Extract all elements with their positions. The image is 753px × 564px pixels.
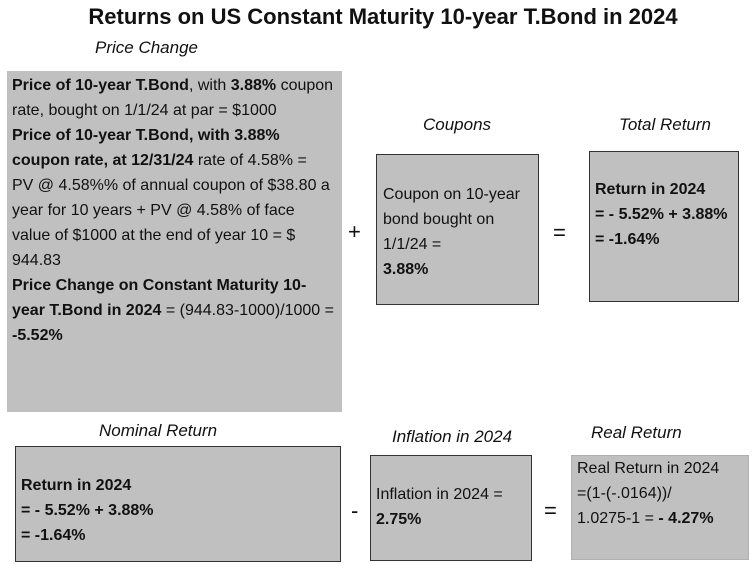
total-return-line2: = - 5.52% + 3.88% xyxy=(595,206,728,223)
coupon-rate: 3.88% xyxy=(230,77,277,94)
price-change-box: Price of 10-year T.Bond, with 3.88% coup… xyxy=(7,71,342,412)
price-change-label: Price Change xyxy=(95,38,199,57)
inflation-value: 2.75% xyxy=(376,511,422,528)
total-return-box: Return in 2024 = - 5.52% + 3.88% = -1.64… xyxy=(589,151,739,302)
inflation-text: Inflation in 2024 = xyxy=(376,486,503,503)
real-return-line3: 1.0275-1 = - 4.27% xyxy=(577,510,714,527)
real-return-box: Real Return in 2024 =(1-(-.0164))/ 1.027… xyxy=(571,455,749,560)
plus-operator: + xyxy=(348,219,361,244)
price-bought-paragraph: Price of 10-year T.Bond, with 3.88% coup… xyxy=(12,77,334,119)
price-year-end-paragraph: Price of 10-year T.Bond, with 3.88% coup… xyxy=(12,127,307,169)
nominal-return-label: Nominal Return xyxy=(99,421,218,440)
real-return-line2: =(1-(-.0164))/ xyxy=(577,485,672,502)
coupons-label: Coupons xyxy=(423,115,492,134)
minus-operator: - xyxy=(351,498,359,523)
total-return-label: Total Return xyxy=(619,115,711,134)
price-change-value: -5.52% xyxy=(12,327,63,344)
real-return-value: - 4.27% xyxy=(658,510,714,527)
coupon-box: Coupon on 10-year bond bought on 1/1/24 … xyxy=(376,154,539,305)
nominal-return-box: Return in 2024 = - 5.52% + 3.88% = -1.64… xyxy=(15,446,341,562)
equals-operator-top: = xyxy=(553,220,566,245)
real-return-line1: Real Return in 2024 xyxy=(577,460,720,477)
real-return-label: Real Return xyxy=(591,423,682,442)
price-bought-heading: Price of 10-year T.Bond xyxy=(12,77,189,94)
nominal-return-line2: = - 5.52% + 3.88% xyxy=(21,502,154,519)
price-change-heading: Price Change on Constant Maturity 10-yea… xyxy=(12,277,307,319)
equals-operator-bottom: = xyxy=(544,498,557,523)
nominal-return-line3: = -1.64% xyxy=(21,527,86,544)
inflation-label: Inflation in 2024 xyxy=(392,427,513,446)
price-year-end-heading: Price of 10-year T.Bond, with 3.88% coup… xyxy=(12,127,280,169)
pv-formula-paragraph: PV @ 4.58%% of annual coupon of $38.80 a… xyxy=(12,177,330,269)
page-title: Returns on US Constant Maturity 10-year … xyxy=(88,4,678,29)
price-change-paragraph: Price Change on Constant Maturity 10-yea… xyxy=(12,277,334,344)
inflation-box: Inflation in 2024 = 2.75% xyxy=(370,455,532,561)
coupon-value: 3.88% xyxy=(383,261,429,278)
total-return-line1: Return in 2024 xyxy=(595,181,706,198)
total-return-line3: = -1.64% xyxy=(595,231,660,248)
coupon-text: Coupon on 10-year bond bought on 1/1/24 … xyxy=(383,186,520,253)
nominal-return-line1: Return in 2024 xyxy=(21,477,132,494)
